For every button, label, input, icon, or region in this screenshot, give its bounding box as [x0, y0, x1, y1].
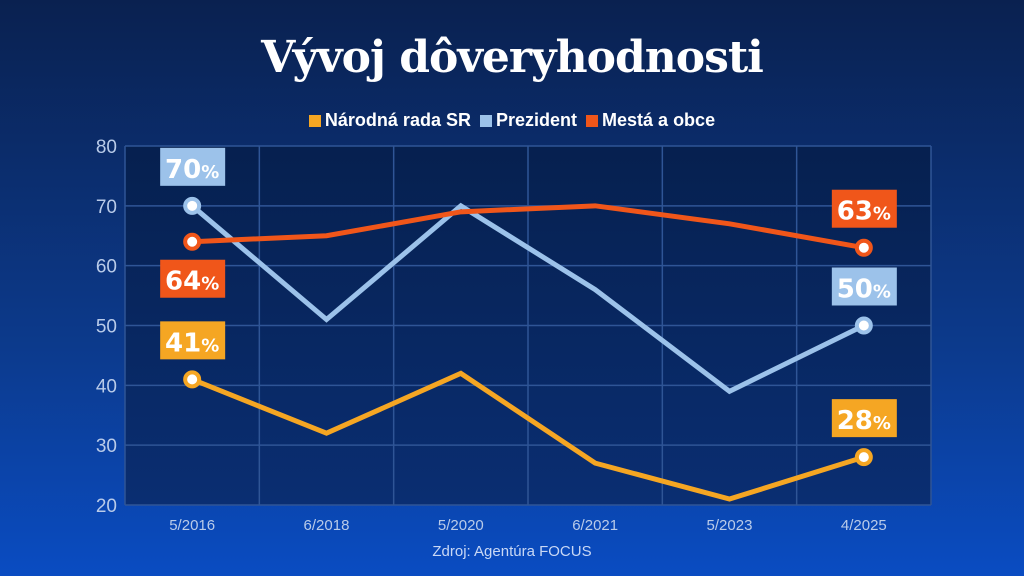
percent-sign: %	[873, 204, 891, 225]
series-line	[190, 202, 865, 395]
source-note: Zdroj: Agentúra FOCUS	[432, 543, 592, 560]
x-tick-label: 5/2023	[707, 517, 753, 534]
data-label-box	[831, 267, 897, 306]
data-label-box	[160, 147, 226, 186]
y-tick-label: 40	[96, 376, 117, 397]
data-point-marker	[854, 238, 873, 257]
y-tick-label: 60	[96, 257, 117, 278]
legend-swatch	[308, 115, 321, 127]
data-label-box	[160, 321, 226, 360]
x-tick-label: 4/2025	[841, 517, 887, 534]
data-point-marker	[183, 232, 202, 251]
legend-item-prezident: Prezident	[479, 110, 577, 130]
legend-swatch	[479, 115, 492, 127]
percent-sign: %	[201, 335, 219, 356]
percent-sign: %	[873, 413, 891, 434]
series-line	[191, 370, 865, 502]
data-label-box	[160, 259, 226, 298]
y-tick-label: 80	[96, 137, 117, 158]
x-tick-label: 6/2021	[572, 517, 618, 534]
y-tick-label: 70	[96, 197, 117, 218]
x-tick-label: 6/2018	[304, 517, 350, 534]
data-label-box	[831, 189, 897, 228]
legend-item-mesta: Mestá a obce	[586, 110, 715, 130]
data-label-box	[831, 399, 897, 438]
series-line	[192, 203, 865, 251]
chart-title: Vývoj dôveryhodnosti	[261, 32, 764, 83]
y-tick-label: 50	[96, 317, 117, 338]
y-tick-label: 20	[96, 496, 117, 517]
data-point-marker	[183, 370, 202, 389]
data-point-marker	[183, 196, 202, 215]
legend: Národná rada SR Prezident Mestá a obce	[0, 110, 1024, 131]
legend-item-narodna-rada: Národná rada SR	[308, 110, 471, 130]
percent-sign: %	[873, 282, 891, 303]
legend-swatch	[586, 115, 599, 127]
percent-sign: %	[201, 274, 219, 295]
y-tick-label: 30	[96, 436, 117, 457]
percent-sign: %	[201, 162, 219, 183]
x-tick-label: 5/2016	[169, 517, 215, 534]
data-point-marker	[854, 448, 873, 467]
data-point-marker	[854, 316, 873, 335]
x-tick-label: 5/2020	[438, 517, 484, 534]
